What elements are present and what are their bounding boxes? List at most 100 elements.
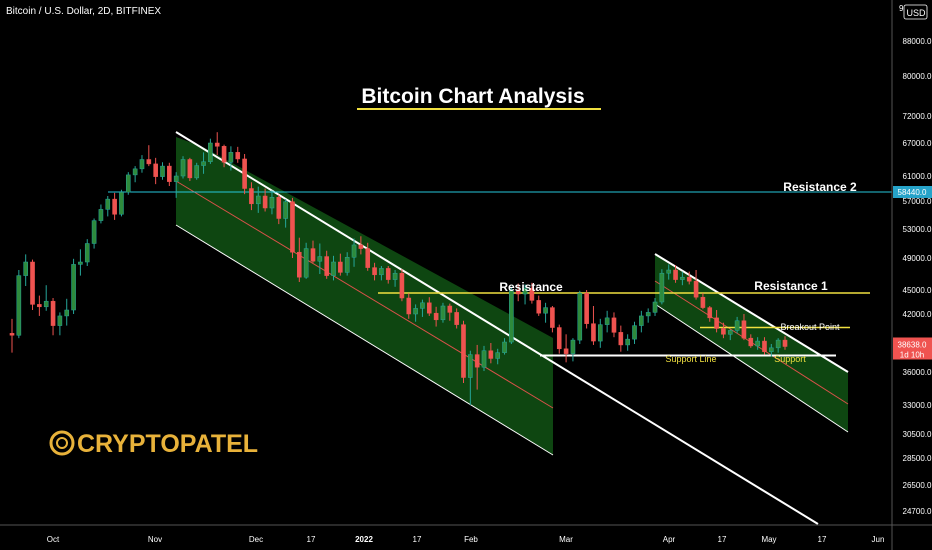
candle[interactable] — [775, 338, 781, 353]
candle[interactable] — [666, 264, 672, 280]
candle[interactable] — [406, 293, 412, 319]
candle[interactable] — [611, 312, 617, 338]
candle[interactable] — [105, 196, 111, 217]
candle[interactable] — [249, 182, 254, 211]
candle[interactable] — [57, 312, 63, 336]
candle[interactable] — [235, 146, 241, 163]
candle[interactable] — [379, 266, 384, 281]
candle[interactable] — [276, 194, 282, 225]
candle[interactable] — [297, 237, 302, 282]
candle[interactable] — [173, 172, 179, 198]
currency-box[interactable] — [903, 4, 928, 20]
candle[interactable] — [187, 157, 193, 181]
candle[interactable] — [214, 132, 220, 156]
candle[interactable] — [16, 270, 22, 339]
candle[interactable] — [30, 259, 35, 310]
candle[interactable] — [290, 197, 295, 258]
candle[interactable] — [351, 238, 357, 267]
candle[interactable] — [618, 325, 624, 352]
candle[interactable] — [440, 302, 446, 323]
candle[interactable] — [632, 321, 637, 344]
candle[interactable] — [392, 270, 398, 287]
candle[interactable] — [208, 138, 213, 164]
candle[interactable] — [577, 290, 583, 344]
candle[interactable] — [755, 337, 760, 350]
candle[interactable] — [727, 329, 733, 341]
candle[interactable] — [481, 345, 487, 372]
candle[interactable] — [201, 152, 206, 174]
candle[interactable] — [399, 269, 405, 302]
candle[interactable] — [385, 266, 391, 284]
candle[interactable] — [413, 304, 418, 322]
candle[interactable] — [84, 239, 90, 266]
candle[interactable] — [495, 348, 500, 365]
candle[interactable] — [37, 295, 42, 316]
candle[interactable] — [91, 218, 97, 249]
candle[interactable] — [680, 271, 685, 286]
candle[interactable] — [365, 242, 371, 271]
candle[interactable] — [344, 252, 350, 276]
candle[interactable] — [536, 295, 542, 316]
candle[interactable] — [139, 155, 145, 173]
candle[interactable] — [160, 162, 165, 180]
candle[interactable] — [686, 271, 692, 285]
candle[interactable] — [597, 318, 603, 348]
candle[interactable] — [769, 343, 774, 357]
candle[interactable] — [125, 172, 131, 195]
candle[interactable] — [522, 284, 528, 305]
candle[interactable] — [255, 186, 261, 213]
candle[interactable] — [509, 286, 514, 344]
candle[interactable] — [591, 306, 596, 345]
candle[interactable] — [50, 298, 56, 336]
candle[interactable] — [515, 283, 521, 302]
candle[interactable] — [331, 255, 336, 281]
candle[interactable] — [556, 324, 562, 354]
candle[interactable] — [474, 344, 480, 390]
candle[interactable] — [303, 242, 309, 279]
candle[interactable] — [180, 156, 186, 179]
candle[interactable] — [372, 262, 377, 281]
candle[interactable] — [23, 254, 28, 286]
candle[interactable] — [550, 306, 555, 333]
candle[interactable] — [310, 240, 316, 263]
candle[interactable] — [584, 290, 589, 329]
candle[interactable] — [146, 145, 152, 167]
candle[interactable] — [167, 162, 172, 186]
candle[interactable] — [741, 314, 747, 341]
candle[interactable] — [645, 308, 651, 323]
candle[interactable] — [9, 318, 15, 353]
candle[interactable] — [358, 236, 364, 255]
candle[interactable] — [748, 334, 754, 348]
candle[interactable] — [194, 162, 200, 180]
candle[interactable] — [78, 249, 83, 276]
candle[interactable] — [604, 310, 610, 333]
candle[interactable] — [43, 285, 49, 311]
candle[interactable] — [529, 282, 535, 304]
candle[interactable] — [563, 334, 569, 363]
candle[interactable] — [570, 338, 576, 362]
candle[interactable] — [262, 188, 268, 212]
candle[interactable] — [426, 297, 432, 316]
candle[interactable] — [64, 298, 70, 326]
candle[interactable] — [153, 157, 158, 185]
candle[interactable] — [714, 310, 719, 333]
candle[interactable] — [71, 258, 76, 314]
candle[interactable] — [700, 293, 706, 310]
candle[interactable] — [454, 308, 459, 329]
candle[interactable] — [324, 250, 329, 279]
candle[interactable] — [625, 334, 630, 351]
candle[interactable] — [242, 154, 247, 195]
candle[interactable] — [112, 192, 117, 220]
candle[interactable] — [228, 146, 234, 171]
candle[interactable] — [659, 269, 665, 305]
candle[interactable] — [447, 303, 453, 321]
candle[interactable] — [673, 265, 678, 283]
candle[interactable] — [721, 322, 726, 339]
candle[interactable] — [98, 204, 104, 224]
candle[interactable] — [734, 316, 740, 334]
candle[interactable] — [468, 350, 473, 405]
candle[interactable] — [502, 338, 507, 355]
candle[interactable] — [338, 253, 343, 276]
candle[interactable] — [488, 343, 494, 364]
